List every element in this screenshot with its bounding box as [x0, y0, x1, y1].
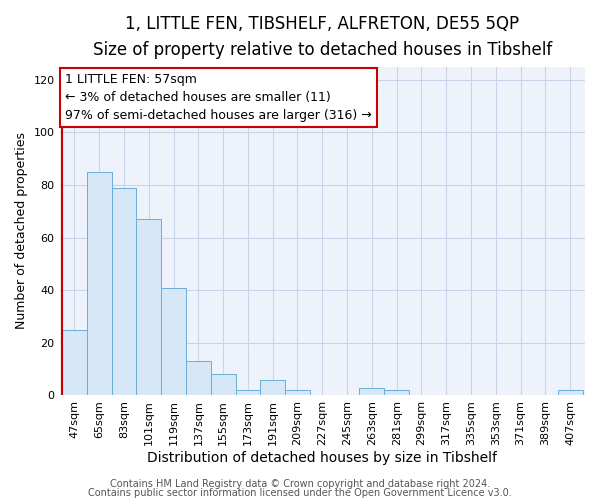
Bar — [112, 188, 136, 396]
Y-axis label: Number of detached properties: Number of detached properties — [15, 132, 28, 330]
Bar — [62, 330, 87, 396]
Bar — [161, 288, 186, 396]
Text: 1 LITTLE FEN: 57sqm
← 3% of detached houses are smaller (11)
97% of semi-detache: 1 LITTLE FEN: 57sqm ← 3% of detached hou… — [65, 73, 371, 122]
Bar — [211, 374, 236, 396]
Text: Contains public sector information licensed under the Open Government Licence v3: Contains public sector information licen… — [88, 488, 512, 498]
Bar — [87, 172, 112, 396]
Title: 1, LITTLE FEN, TIBSHELF, ALFRETON, DE55 5QP
Size of property relative to detache: 1, LITTLE FEN, TIBSHELF, ALFRETON, DE55 … — [92, 15, 552, 60]
Bar — [136, 219, 161, 396]
X-axis label: Distribution of detached houses by size in Tibshelf: Distribution of detached houses by size … — [147, 451, 497, 465]
Bar — [558, 390, 583, 396]
Bar — [186, 361, 211, 396]
Bar — [260, 380, 285, 396]
Text: Contains HM Land Registry data © Crown copyright and database right 2024.: Contains HM Land Registry data © Crown c… — [110, 479, 490, 489]
Bar — [384, 390, 409, 396]
Bar — [285, 390, 310, 396]
Bar — [236, 390, 260, 396]
Bar — [359, 388, 384, 396]
